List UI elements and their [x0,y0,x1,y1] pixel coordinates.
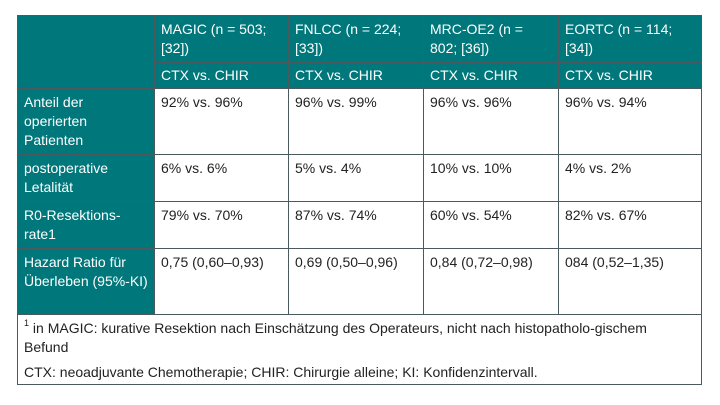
row-label-operated-patients: Anteil der operierten Patienten [17,88,155,155]
table-cell: 0,69 (0,50–0,96) [288,248,424,315]
table-cell: 0,84 (0,72–0,98) [423,248,559,315]
header-comparison-cell: CTX vs. CHIR [288,62,424,89]
table-cell: 5% vs. 4% [288,154,424,202]
table-cell: 96% vs. 94% [558,88,702,155]
header-study-mrc-oe2: MRC-OE2 (n = 802; [36]) [423,15,559,63]
abbreviations-note: CTX: neoadjuvante Chemotherapie; CHIR: C… [24,364,538,380]
table-row: postoperative Letalität 6% vs. 6% 5% vs.… [17,154,702,202]
header-study-magic: MAGIC (n = 503; [32]) [154,15,289,63]
row-label-postoperative-mortality: postoperative Letalität [17,154,155,202]
table-cell: 60% vs. 54% [423,201,559,249]
table-cell: 79% vs. 70% [154,201,289,249]
table-cell: 82% vs. 67% [558,201,702,249]
table-cell: 87% vs. 74% [288,201,424,249]
table-row: Hazard Ratio für Überleben (95%-KI) 0,75… [17,248,702,315]
header-row-comparison: CTX vs. CHIR CTX vs. CHIR CTX vs. CHIR C… [18,62,702,89]
study-comparison-table: MAGIC (n = 503; [32]) FNLCC (n = 224; [3… [17,15,702,385]
table-cell: 92% vs. 96% [154,88,289,155]
row-label-r0-resection-rate: R0-Resektions-rate1 [17,201,155,249]
table-cell: 0,75 (0,60–0,93) [154,248,289,315]
table-cell: 96% vs. 96% [423,88,559,155]
footnote-row: 1 in MAGIC: kurative Resektion nach Eins… [17,314,702,385]
header-row-studies: MAGIC (n = 503; [32]) FNLCC (n = 224; [3… [17,15,702,89]
footnote-body: in MAGIC: kurative Resektion nach Einsch… [24,320,647,355]
table-row: Anteil der operierten Patienten 92% vs. … [17,88,702,155]
footnote-cell: 1 in MAGIC: kurative Resektion nach Eins… [17,314,702,385]
header-study-eortc: EORTC (n = 114; [34]) [558,15,702,63]
header-comparison-cell: CTX vs. CHIR [154,62,289,89]
table-cell: 4% vs. 2% [558,154,702,202]
footnote-marker: 1 [24,318,30,329]
table-cell: 96% vs. 99% [288,88,424,155]
table-cell: 6% vs. 6% [154,154,289,202]
footnote-text: 1 in MAGIC: kurative Resektion nach Eins… [24,319,695,357]
study-comparison-table-container: MAGIC (n = 503; [32]) FNLCC (n = 224; [3… [17,15,702,385]
header-comparison-cell: CTX vs. CHIR [423,62,559,89]
header-corner-cell [17,15,155,89]
header-study-fnlcc: FNLCC (n = 224; [33]) [288,15,424,63]
table-cell: 10% vs. 10% [423,154,559,202]
table-row: R0-Resektions-rate1 79% vs. 70% 87% vs. … [17,201,702,249]
row-label-hazard-ratio: Hazard Ratio für Überleben (95%-KI) [17,248,155,315]
table-cell: 084 (0,52–1,35) [558,248,702,315]
header-comparison-cell: CTX vs. CHIR [558,62,702,89]
